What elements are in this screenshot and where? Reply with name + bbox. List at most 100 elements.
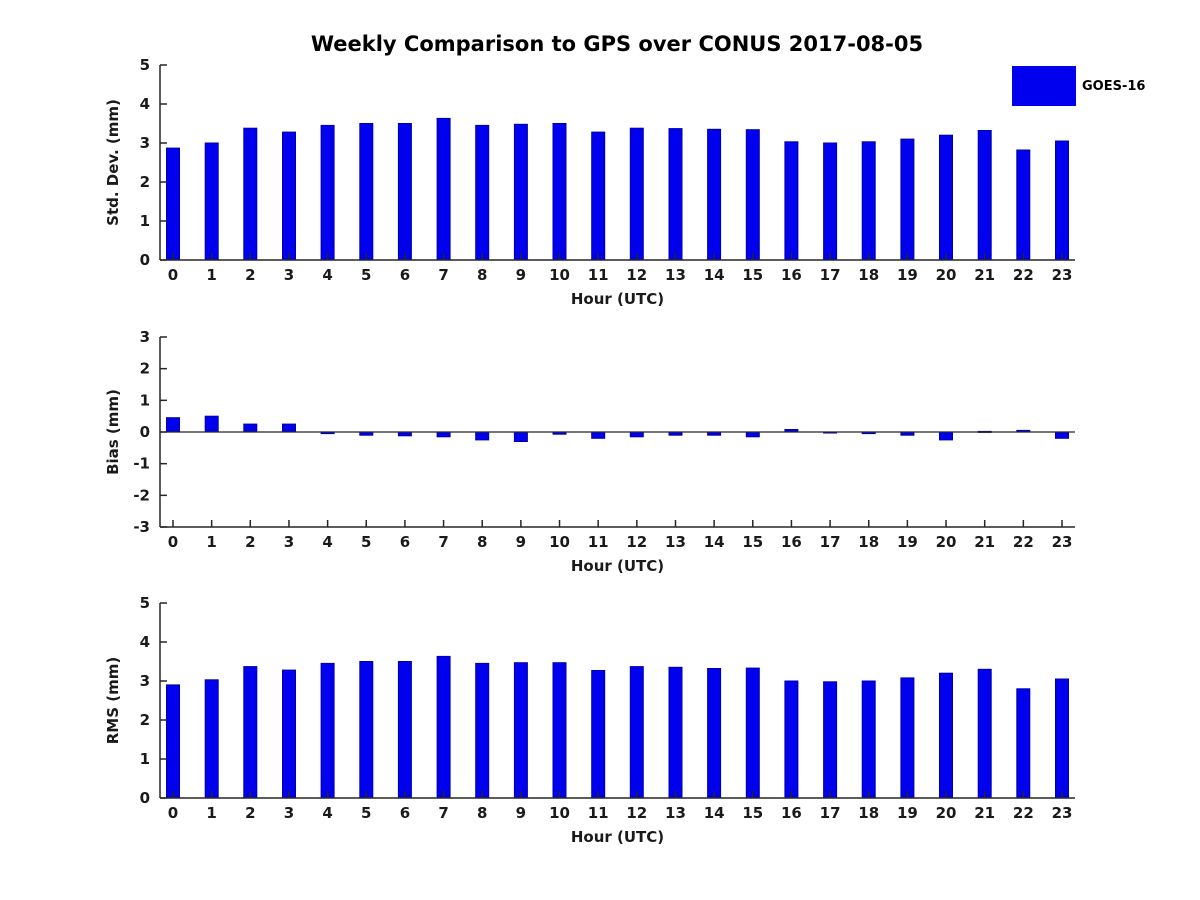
bar-GOES-16-hour-19 bbox=[900, 138, 915, 261]
legend: GOES-16 bbox=[1012, 66, 1145, 106]
x-tick-label: 20 bbox=[936, 804, 957, 822]
bar-GOES-16-hour-3 bbox=[282, 131, 296, 261]
bar-GOES-16-hour-16 bbox=[784, 680, 799, 799]
x-tick-label: 0 bbox=[168, 533, 178, 551]
bar-GOES-16-hour-20 bbox=[939, 431, 953, 441]
x-tick-label: 23 bbox=[1052, 804, 1073, 822]
y-tick-label: 1 bbox=[140, 391, 150, 409]
y-tick-label: 1 bbox=[140, 212, 150, 230]
bar-GOES-16-hour-10 bbox=[552, 662, 567, 799]
bar-GOES-16-hour-11 bbox=[591, 670, 606, 799]
x-tick-label: 19 bbox=[897, 804, 918, 822]
bar-GOES-16-hour-1 bbox=[204, 679, 219, 799]
x-tick-label: 22 bbox=[1013, 533, 1034, 551]
y-tick-label: 2 bbox=[140, 711, 150, 729]
x-tick-label: 3 bbox=[284, 804, 294, 822]
y-tick-label: 3 bbox=[140, 134, 150, 152]
x-tick-label: 8 bbox=[477, 804, 487, 822]
x-tick-label: 20 bbox=[936, 266, 957, 284]
bar-GOES-16-hour-6 bbox=[397, 661, 412, 799]
y-tick-label: 2 bbox=[140, 173, 150, 191]
bar-GOES-16-hour-0 bbox=[166, 684, 180, 799]
x-tick-label: 15 bbox=[742, 804, 763, 822]
y-tick-label: 5 bbox=[140, 56, 150, 74]
bar-GOES-16-hour-3 bbox=[282, 669, 296, 799]
bar-GOES-16-hour-0 bbox=[166, 147, 180, 261]
x-tick-label: 14 bbox=[704, 266, 725, 284]
y-tick-label: 3 bbox=[140, 672, 150, 690]
x-tick-label: 15 bbox=[742, 533, 763, 551]
x-tick-label: 22 bbox=[1013, 804, 1034, 822]
x-tick-label: 4 bbox=[322, 804, 332, 822]
x-tick-label: 23 bbox=[1052, 266, 1073, 284]
bar-GOES-16-hour-23 bbox=[1055, 431, 1069, 439]
y-tick-label: -1 bbox=[133, 455, 150, 473]
bar-GOES-16-hour-2 bbox=[243, 127, 258, 261]
bar-GOES-16-hour-19 bbox=[900, 677, 915, 799]
y-tick-label: 1 bbox=[140, 750, 150, 768]
bar-GOES-16-hour-10 bbox=[552, 123, 567, 261]
bar-GOES-16-hour-4 bbox=[320, 124, 335, 261]
x-tick-label: 16 bbox=[781, 804, 802, 822]
x-tick-label: 5 bbox=[361, 533, 371, 551]
x-tick-label: 2 bbox=[245, 533, 255, 551]
x-tick-label: 10 bbox=[549, 804, 570, 822]
y-tick-label: 2 bbox=[140, 360, 150, 378]
x-tick-label: 18 bbox=[858, 533, 879, 551]
x-tick-label: 19 bbox=[897, 266, 918, 284]
y-tick-label: 0 bbox=[140, 251, 150, 269]
bar-GOES-16-hour-2 bbox=[243, 423, 258, 433]
x-tick-label: 12 bbox=[626, 533, 647, 551]
bar-GOES-16-hour-1 bbox=[204, 142, 219, 261]
bar-GOES-16-hour-7 bbox=[436, 117, 451, 261]
y-tick-label: -2 bbox=[133, 486, 150, 504]
x-tick-label: 20 bbox=[936, 533, 957, 551]
bar-GOES-16-hour-22 bbox=[1016, 688, 1031, 799]
x-tick-label: 1 bbox=[206, 266, 216, 284]
x-tick-label: 23 bbox=[1052, 533, 1073, 551]
x-tick-label: 6 bbox=[400, 266, 410, 284]
bar-GOES-16-hour-17 bbox=[823, 681, 838, 799]
bar-GOES-16-hour-17 bbox=[823, 142, 838, 261]
x-tick-label: 2 bbox=[245, 266, 255, 284]
bar-GOES-16-hour-21 bbox=[977, 130, 992, 261]
y-axis-label: Std. Dev. (mm) bbox=[104, 99, 122, 226]
x-axis-label: Hour (UTC) bbox=[571, 828, 664, 846]
bar-GOES-16-hour-11 bbox=[591, 431, 606, 439]
bar-GOES-16-hour-6 bbox=[397, 123, 412, 261]
x-tick-label: 7 bbox=[438, 804, 448, 822]
bar-GOES-16-hour-5 bbox=[359, 661, 374, 799]
x-tick-label: 1 bbox=[206, 804, 216, 822]
bar-GOES-16-hour-20 bbox=[939, 134, 953, 261]
x-axis-label: Hour (UTC) bbox=[571, 557, 664, 575]
legend-label: GOES-16 bbox=[1082, 78, 1146, 94]
x-tick-label: 16 bbox=[781, 266, 802, 284]
bar-GOES-16-hour-15 bbox=[745, 431, 760, 438]
legend-swatch-goes16 bbox=[1012, 66, 1076, 106]
x-tick-label: 7 bbox=[438, 533, 448, 551]
bar-GOES-16-hour-13 bbox=[668, 666, 683, 799]
x-tick-label: 8 bbox=[477, 533, 487, 551]
x-tick-label: 1 bbox=[206, 533, 216, 551]
bar-GOES-16-hour-8 bbox=[475, 431, 490, 441]
y-tick-label: 5 bbox=[140, 594, 150, 612]
bar-GOES-16-hour-22 bbox=[1016, 149, 1031, 261]
bar-GOES-16-hour-5 bbox=[359, 123, 374, 261]
x-tick-label: 14 bbox=[704, 804, 725, 822]
x-tick-label: 9 bbox=[516, 266, 526, 284]
bar-GOES-16-hour-13 bbox=[668, 128, 683, 261]
bar-GOES-16-hour-9 bbox=[513, 662, 528, 799]
bar-GOES-16-hour-20 bbox=[939, 672, 953, 799]
bar-GOES-16-hour-23 bbox=[1055, 140, 1069, 261]
x-tick-label: 5 bbox=[361, 804, 371, 822]
x-tick-label: 17 bbox=[820, 804, 841, 822]
y-axis-label: RMS (mm) bbox=[104, 657, 122, 744]
bar-GOES-16-hour-2 bbox=[243, 666, 258, 799]
bar-GOES-16-hour-18 bbox=[861, 680, 876, 799]
x-tick-label: 11 bbox=[588, 266, 609, 284]
x-tick-label: 21 bbox=[974, 266, 995, 284]
